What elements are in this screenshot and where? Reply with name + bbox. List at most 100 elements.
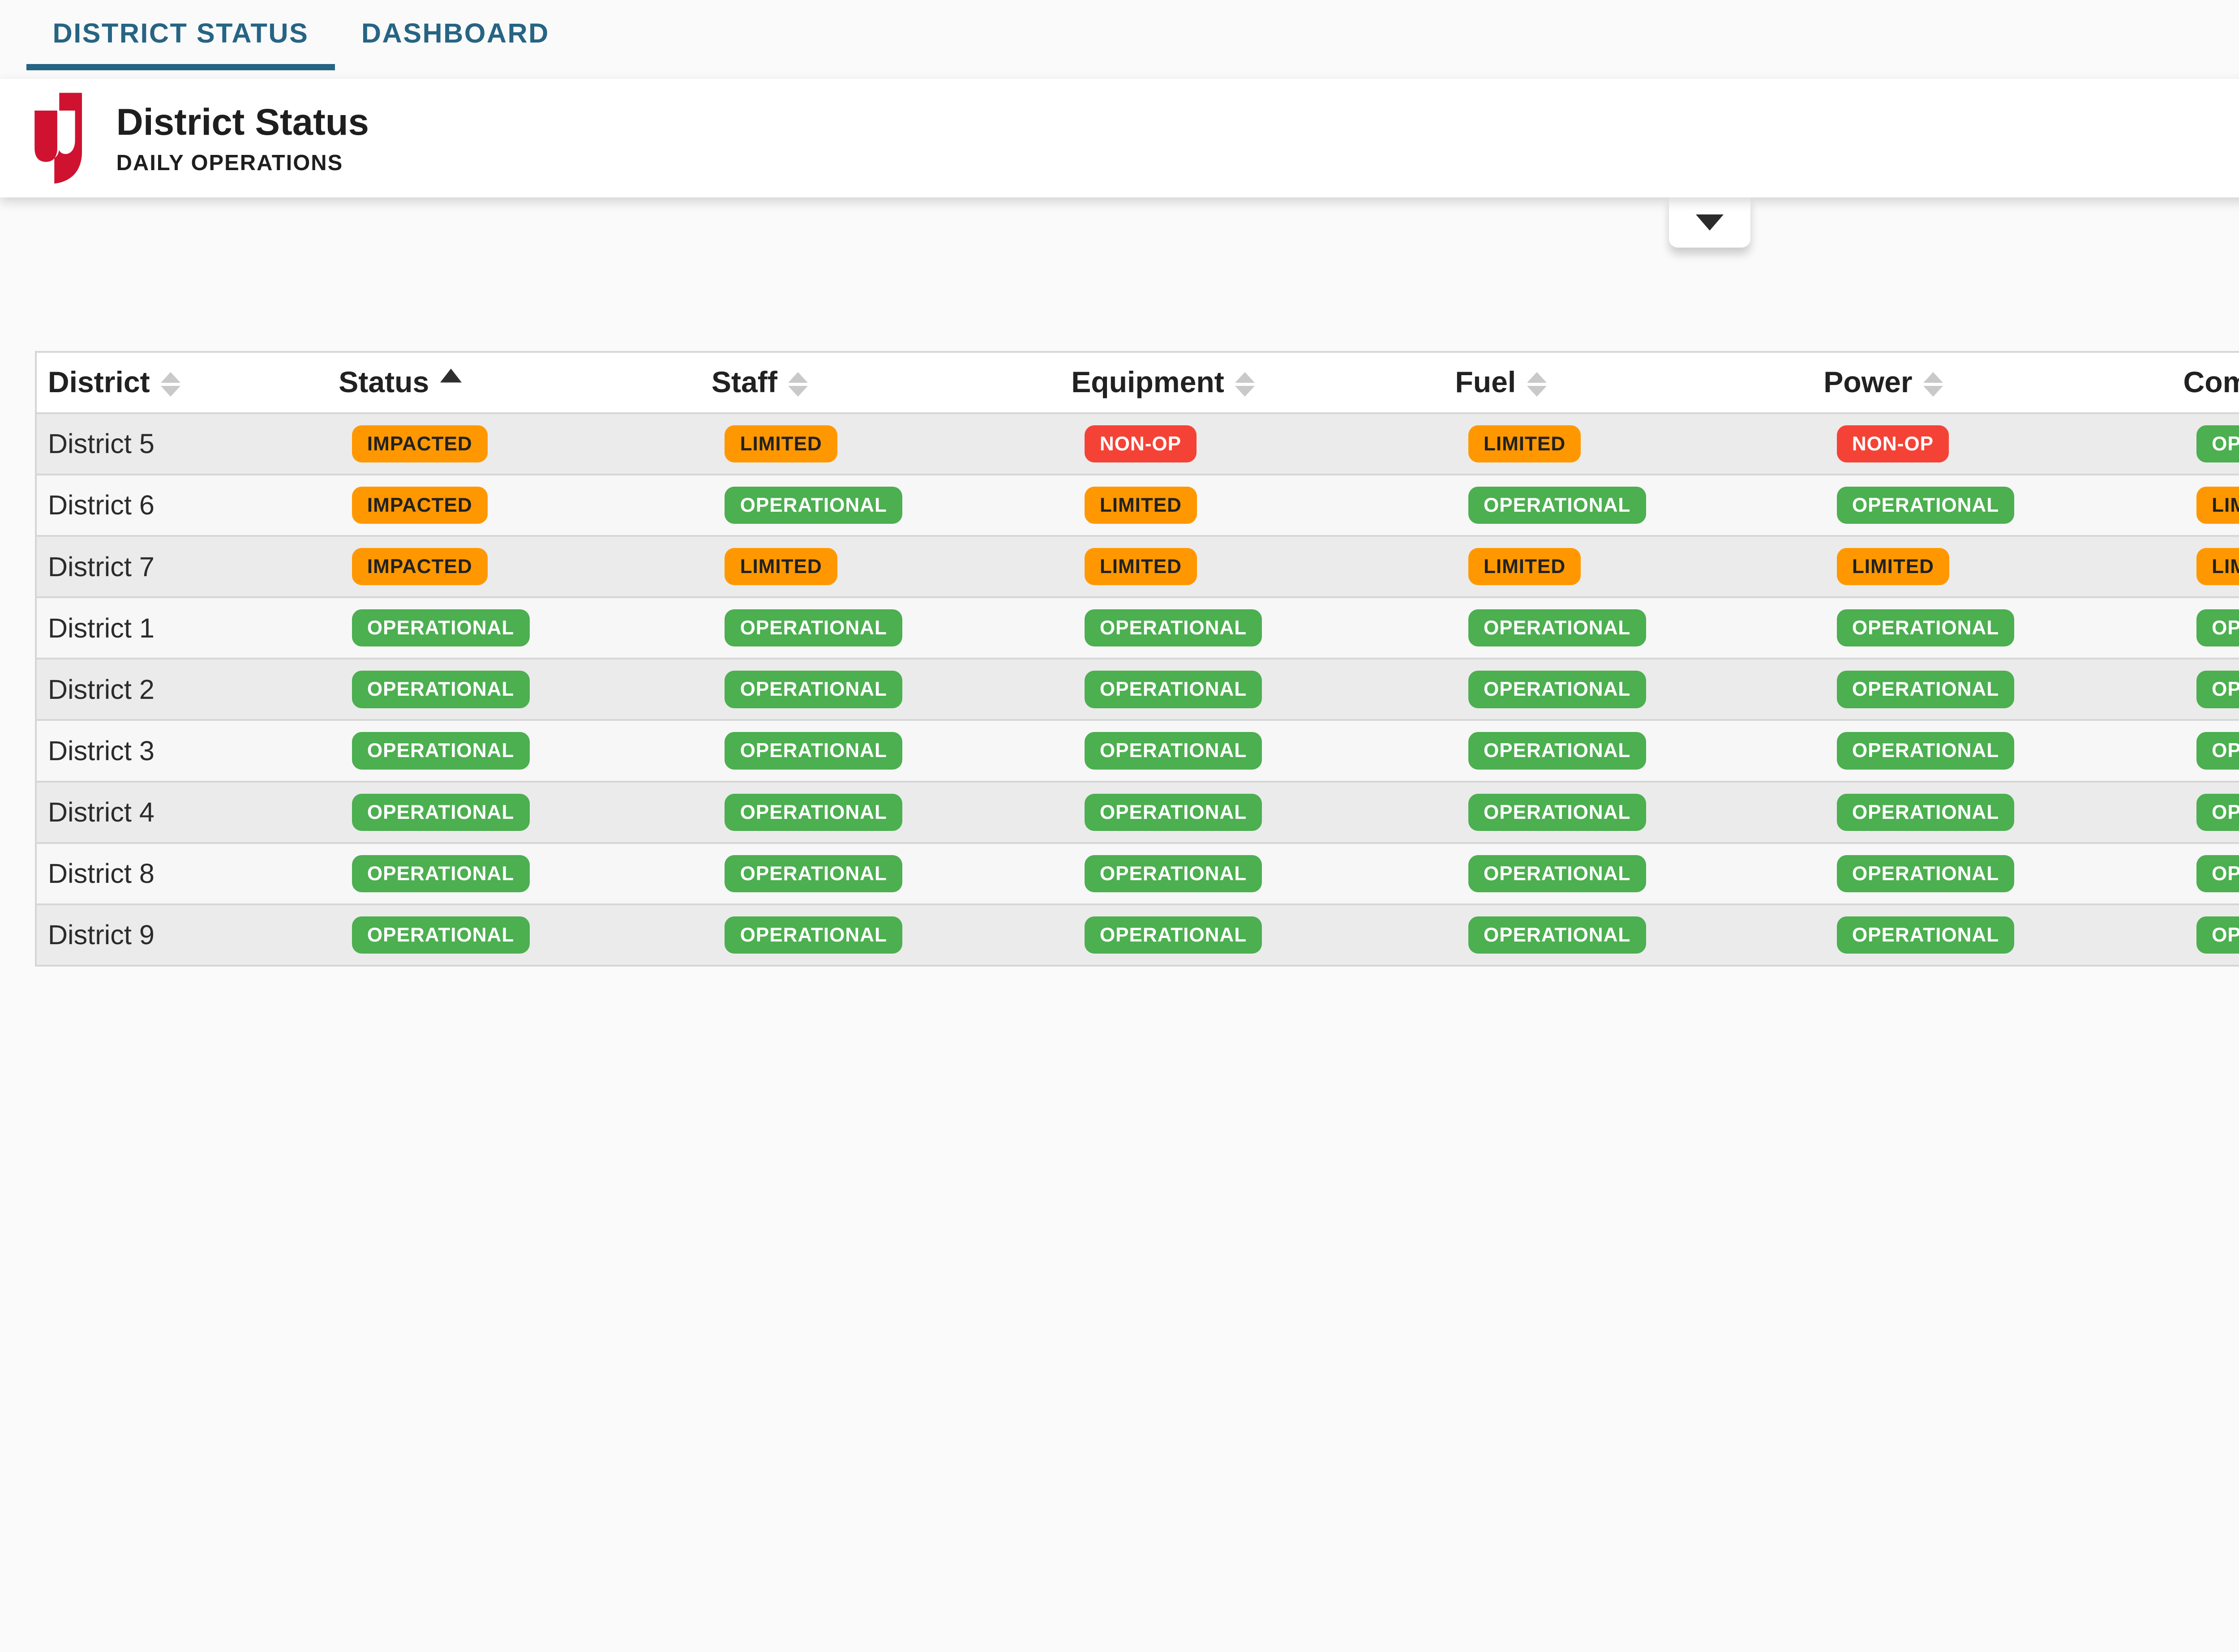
status-chip: OPERATIONAL xyxy=(1468,916,1646,954)
column-header-power[interactable]: Power xyxy=(1812,351,2172,414)
equipment-cell: OPERATIONAL xyxy=(1060,659,1444,721)
status-cell: OPERATIONAL xyxy=(327,720,701,783)
status-chip: OPERATIONAL xyxy=(2196,609,2239,647)
communications-cell: OPERATIONAL xyxy=(2172,843,2239,905)
equipment-cell: OPERATIONAL xyxy=(1060,597,1444,660)
status-chip: OPERATIONAL xyxy=(725,793,903,831)
district-cell: District 1 xyxy=(36,597,328,660)
status-chip: OPERATIONAL xyxy=(1468,671,1646,708)
status-chip: OPERATIONAL xyxy=(1084,609,1262,647)
fuel-cell: OPERATIONAL xyxy=(1444,843,1813,905)
fuel-cell: OPERATIONAL xyxy=(1444,659,1813,721)
staff-cell: OPERATIONAL xyxy=(700,720,1060,783)
table-row: District 8 OPERATIONAL OPERATIONAL OPERATIO… xyxy=(36,843,2239,905)
status-chip: OPERATIONAL xyxy=(352,732,530,770)
district-cell: District 4 xyxy=(36,781,328,844)
table-row: District 2 OPERATIONAL OPERATIONAL OPERATIO… xyxy=(36,659,2239,721)
power-cell: OPERATIONAL xyxy=(1812,659,2172,721)
status-chip: OPERATIONAL xyxy=(725,732,903,770)
title-block: District Status DAILY OPERATIONS xyxy=(116,101,369,175)
status-chip: OPERATIONAL xyxy=(2196,732,2239,770)
power-cell: NON-OP xyxy=(1812,413,2172,475)
column-label: Status xyxy=(339,366,429,399)
column-label: Communications xyxy=(2183,366,2239,399)
sort-icon xyxy=(1923,372,1943,397)
status-chip: OPERATIONAL xyxy=(1084,671,1262,708)
staff-cell: LIMITED xyxy=(700,536,1060,599)
staff-cell: LIMITED xyxy=(700,413,1060,475)
status-chip: OPERATIONAL xyxy=(725,916,903,954)
status-chip: OPERATIONAL xyxy=(2196,855,2239,892)
column-header-status[interactable]: Status xyxy=(327,351,701,414)
communications-cell: OPERATIONAL xyxy=(2172,659,2239,721)
equipment-cell: NON-OP xyxy=(1060,413,1444,475)
status-chip: LIMITED xyxy=(1084,486,1197,524)
column-header-staff[interactable]: Staff xyxy=(700,351,1060,414)
equipment-cell: OPERATIONAL xyxy=(1060,904,1444,967)
column-header-communications[interactable]: Communications xyxy=(2172,351,2239,414)
status-chip: LIMITED xyxy=(1468,425,1581,462)
column-header-fuel[interactable]: Fuel xyxy=(1444,351,1813,414)
tab-dashboard[interactable]: DASHBOARD xyxy=(361,18,549,49)
collapse-panel-toggle[interactable] xyxy=(1669,197,1750,248)
status-chip: OPERATIONAL xyxy=(1468,732,1646,770)
status-cell: OPERATIONAL xyxy=(327,843,701,905)
status-chip: OPERATIONAL xyxy=(352,671,530,708)
table-row: District 1 OPERATIONAL OPERATIONAL OPERATIO… xyxy=(36,597,2239,660)
district-cell: District 3 xyxy=(36,720,328,783)
column-label: Staff xyxy=(711,366,777,399)
power-cell: OPERATIONAL xyxy=(1812,781,2172,844)
status-chip: IMPACTED xyxy=(352,425,488,462)
page-header: District Status DAILY OPERATIONS FILTER/… xyxy=(0,79,2239,197)
status-chip: OPERATIONAL xyxy=(1836,486,2015,524)
status-chip: OPERATIONAL xyxy=(1468,793,1646,831)
status-chip: OPERATIONAL xyxy=(352,609,530,647)
sort-ascending-icon xyxy=(440,368,462,391)
staff-cell: OPERATIONAL xyxy=(700,659,1060,721)
status-chip: OPERATIONAL xyxy=(2196,793,2239,831)
status-chip: OPERATIONAL xyxy=(725,671,903,708)
status-chip: OPERATIONAL xyxy=(2196,916,2239,954)
power-cell: OPERATIONAL xyxy=(1812,904,2172,967)
status-chip: LIMITED xyxy=(1468,548,1581,586)
communications-cell: LIMITED xyxy=(2172,536,2239,599)
tab-district-status[interactable]: DISTRICT STATUS xyxy=(26,0,335,70)
equipment-cell: LIMITED xyxy=(1060,474,1444,537)
power-cell: OPERATIONAL xyxy=(1812,597,2172,660)
table-header-row: District Status Staff Equipment Fuel Power Com… xyxy=(36,351,2239,414)
fuel-cell: OPERATIONAL xyxy=(1444,474,1813,537)
status-cell: OPERATIONAL xyxy=(327,659,701,721)
staff-cell: OPERATIONAL xyxy=(700,843,1060,905)
district-cell: District 2 xyxy=(36,659,328,721)
power-cell: LIMITED xyxy=(1812,536,2172,599)
fuel-cell: OPERATIONAL xyxy=(1444,781,1813,844)
fuel-cell: OPERATIONAL xyxy=(1444,904,1813,967)
status-chip: LIMITED xyxy=(1084,548,1197,586)
status-chip: OPERATIONAL xyxy=(725,855,903,892)
table-row: District 4 OPERATIONAL OPERATIONAL OPERATIO… xyxy=(36,781,2239,844)
status-chip: OPERATIONAL xyxy=(1468,855,1646,892)
status-chip: OPERATIONAL xyxy=(1084,916,1262,954)
column-header-district[interactable]: District xyxy=(36,351,328,414)
column-label: District xyxy=(47,366,150,399)
staff-cell: OPERATIONAL xyxy=(700,781,1060,844)
status-chip: OPERATIONAL xyxy=(1836,793,2015,831)
equipment-cell: LIMITED xyxy=(1060,536,1444,599)
status-chip: OPERATIONAL xyxy=(725,609,903,647)
power-cell: OPERATIONAL xyxy=(1812,720,2172,783)
power-cell: OPERATIONAL xyxy=(1812,474,2172,537)
top-tab-bar: DISTRICT STATUS DASHBOARD xyxy=(0,0,2239,70)
staff-cell: OPERATIONAL xyxy=(700,904,1060,967)
district-cell: District 5 xyxy=(36,413,328,475)
page-subtitle: DAILY OPERATIONS xyxy=(116,150,343,175)
fuel-cell: LIMITED xyxy=(1444,413,1813,475)
page-title: District Status xyxy=(116,101,369,143)
communications-cell: OPERATIONAL xyxy=(2172,720,2239,783)
column-header-equipment[interactable]: Equipment xyxy=(1060,351,1444,414)
status-cell: IMPACTED xyxy=(327,413,701,475)
status-chip: OPERATIONAL xyxy=(725,486,903,524)
status-chip: OPERATIONAL xyxy=(1836,609,2015,647)
equipment-cell: OPERATIONAL xyxy=(1060,720,1444,783)
status-chip: OPERATIONAL xyxy=(352,916,530,954)
